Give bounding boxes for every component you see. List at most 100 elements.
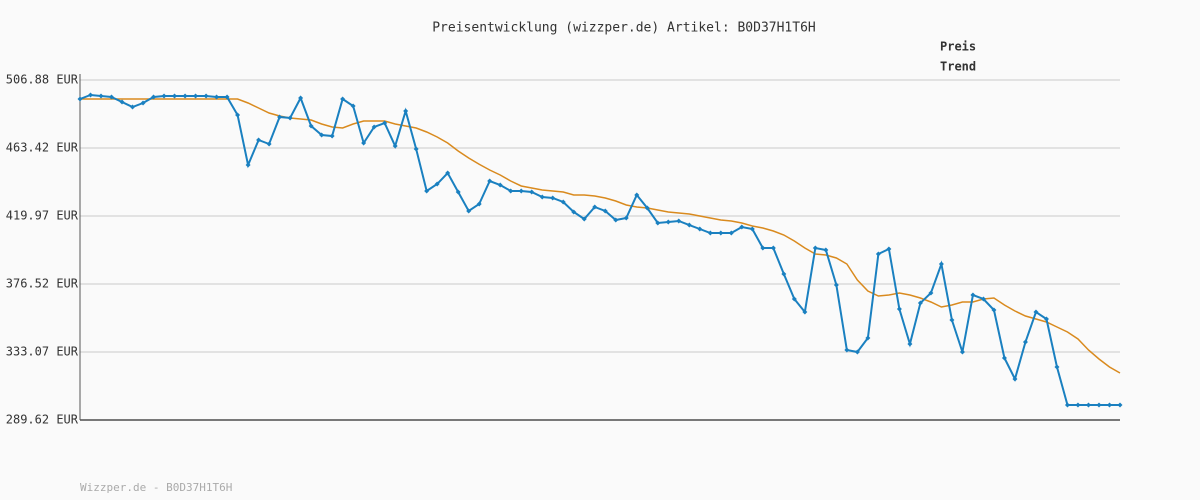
- point: [823, 247, 829, 253]
- point: [434, 181, 440, 187]
- point: [1012, 376, 1018, 382]
- point: [319, 132, 325, 138]
- point: [697, 226, 703, 232]
- point: [518, 188, 524, 194]
- point: [529, 189, 535, 195]
- point: [907, 341, 913, 347]
- point: [1001, 355, 1007, 361]
- point: [172, 93, 178, 99]
- point: [613, 217, 619, 223]
- point: [707, 230, 713, 236]
- point: [140, 100, 146, 106]
- point: [1085, 402, 1091, 408]
- legend-label: Trend: [940, 60, 976, 74]
- point: [235, 112, 241, 118]
- point: [413, 146, 419, 152]
- point: [350, 103, 356, 109]
- point: [298, 95, 304, 101]
- point: [161, 93, 167, 99]
- point: [182, 93, 188, 99]
- point: [749, 226, 755, 232]
- point: [1064, 402, 1070, 408]
- point: [655, 220, 661, 226]
- point: [686, 222, 692, 228]
- point: [970, 292, 976, 298]
- point: [1106, 402, 1112, 408]
- point: [938, 261, 944, 267]
- point: [1117, 402, 1123, 408]
- point: [644, 205, 650, 211]
- point: [287, 115, 293, 121]
- line-1: [80, 98, 1121, 374]
- point: [119, 99, 125, 105]
- point: [224, 94, 230, 100]
- y-tick-label: 289.62 EUR: [6, 413, 79, 427]
- point: [455, 189, 461, 195]
- point: [581, 216, 587, 222]
- chart-title: Preisentwicklung (wizzper.de) Artikel: B…: [432, 21, 816, 36]
- point: [812, 245, 818, 251]
- point: [382, 120, 388, 126]
- point: [959, 349, 965, 355]
- point: [1075, 402, 1081, 408]
- point: [277, 114, 283, 120]
- point: [340, 96, 346, 102]
- point: [770, 245, 776, 251]
- point: [592, 204, 598, 210]
- point: [623, 215, 629, 221]
- point: [403, 108, 409, 114]
- point: [424, 188, 430, 194]
- point: [361, 140, 367, 146]
- point: [676, 218, 682, 224]
- point: [497, 182, 503, 188]
- point: [77, 96, 83, 102]
- point: [718, 230, 724, 236]
- point: [1033, 309, 1039, 315]
- point: [245, 162, 251, 168]
- point: [865, 335, 871, 341]
- point: [98, 93, 104, 99]
- point: [781, 271, 787, 277]
- point: [571, 209, 577, 215]
- line-0: [79, 93, 1120, 406]
- point: [203, 93, 209, 99]
- point: [665, 219, 671, 225]
- point: [308, 123, 314, 129]
- point: [802, 309, 808, 315]
- point: [854, 349, 860, 355]
- point: [466, 208, 472, 214]
- point: [917, 300, 923, 306]
- point: [896, 306, 902, 312]
- point: [256, 137, 262, 143]
- point: [844, 347, 850, 353]
- point: [875, 251, 881, 257]
- point: [1022, 339, 1028, 345]
- point: [508, 188, 514, 194]
- point: [445, 170, 451, 176]
- point: [949, 317, 955, 323]
- point: [130, 104, 136, 110]
- point: [991, 307, 997, 313]
- point: [1043, 316, 1049, 322]
- point: [266, 141, 272, 147]
- point: [728, 230, 734, 236]
- point: [539, 194, 545, 200]
- point: [760, 245, 766, 251]
- point: [602, 208, 608, 214]
- footer: Wizzper.de - B0D37H1T6H: [80, 481, 232, 494]
- point: [928, 290, 934, 296]
- point: [487, 178, 493, 184]
- point: [550, 195, 556, 201]
- y-tick-label: 506.88 EUR: [6, 73, 79, 87]
- point: [476, 201, 482, 207]
- point: [739, 224, 745, 230]
- legend-label: Preis: [940, 40, 976, 54]
- y-tick-label: 376.52 EUR: [6, 277, 79, 291]
- point: [329, 133, 335, 139]
- point: [886, 246, 892, 252]
- point: [634, 192, 640, 198]
- point: [109, 94, 115, 100]
- point: [980, 296, 986, 302]
- y-tick-label: 419.97 EUR: [6, 209, 79, 223]
